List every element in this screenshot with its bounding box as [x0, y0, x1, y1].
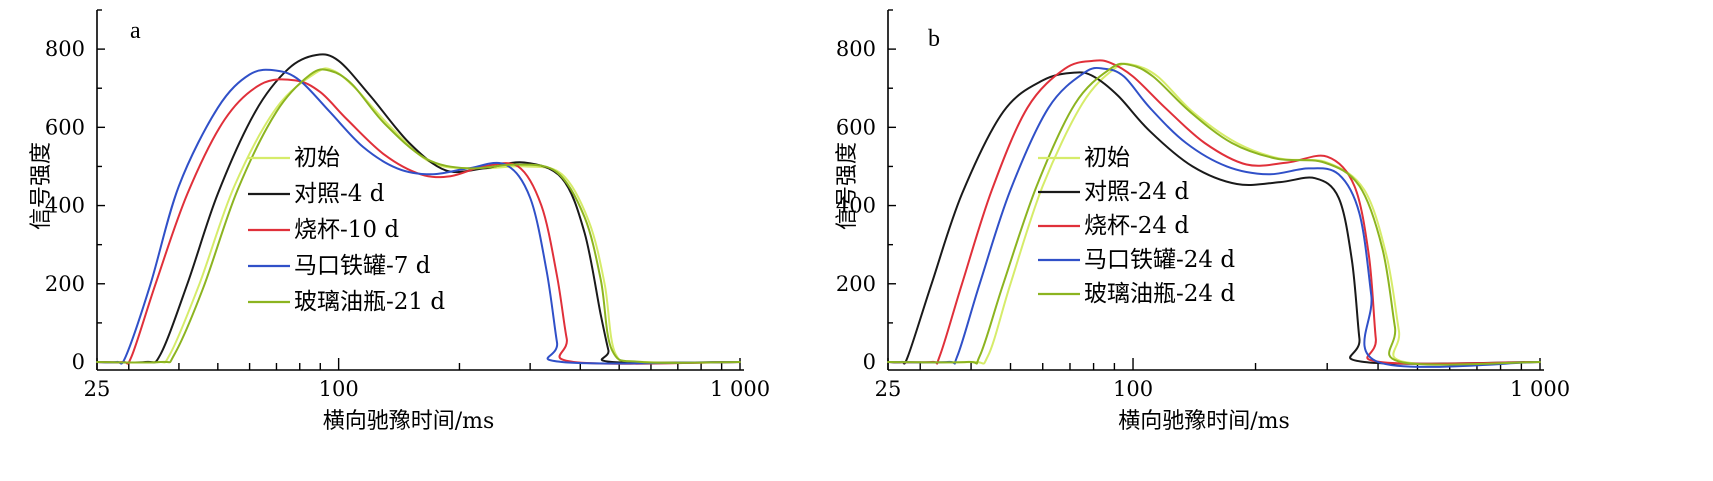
series-line: [96, 68, 741, 364]
y-tick-label: 0: [72, 350, 85, 374]
y-tick-label: 200: [836, 272, 876, 296]
y-tick-label: 800: [836, 37, 876, 61]
chart-a-svg: 0 200 400 600 800 25 100 1 000 横向驰豫时间/ms 信号强度 a 初始对…: [29, 9, 770, 434]
chart-b-svg: 0 200 400 600 800 25 100 1 000 横向驰豫时间/ms 信号强度 b 初始对…: [835, 9, 1570, 434]
series-line: [96, 78, 741, 365]
x-axis-label: 横向驰豫时间/ms: [323, 409, 495, 434]
legend-entry: 马口铁罐-24 d: [1084, 247, 1235, 273]
y-tick-label: 0: [863, 350, 876, 374]
x-tick-label: 100: [1113, 377, 1153, 401]
y-tick-label: 400: [836, 194, 876, 218]
x-axis-label: 横向驰豫时间/ms: [1118, 409, 1290, 434]
y-axis-label: 信号强度: [835, 142, 860, 230]
series-line: [887, 59, 1541, 365]
legend-entry: 玻璃油瓶-21 d: [294, 289, 445, 315]
series-line: [96, 68, 741, 365]
y-tick-label: 400: [45, 194, 85, 218]
series-line: [96, 67, 741, 364]
series-line: [887, 62, 1541, 366]
x-tick-label: 100: [319, 377, 359, 401]
chart-panel-a: 0 200 400 600 800 25 100 1 000 横向驰豫时间/ms 信号强度 a 初始对…: [0, 0, 856, 481]
legend-entry: 对照-24 d: [1084, 179, 1189, 205]
x-tick-label: 25: [84, 377, 111, 401]
series-line: [887, 71, 1541, 365]
y-tick-label: 600: [836, 115, 876, 139]
x-tick-label: 25: [875, 377, 902, 401]
legend-entry: 对照-4 d: [294, 181, 385, 207]
legend-entry: 初始: [294, 145, 340, 171]
panel-label: b: [928, 26, 940, 52]
series-line: [887, 66, 1541, 368]
legend-entry: 烧杯-24 d: [1084, 213, 1189, 239]
y-axis-label: 信号强度: [29, 142, 54, 230]
y-tick-label: 200: [45, 272, 85, 296]
y-tick-label: 600: [45, 115, 85, 139]
y-tick-label: 800: [45, 37, 85, 61]
legend-entry: 玻璃油瓶-24 d: [1084, 281, 1235, 307]
legend-entry: 初始: [1084, 145, 1130, 171]
legend-entry: 烧杯-10 d: [294, 217, 399, 243]
x-tick-label: 1 000: [1510, 377, 1570, 401]
panel-label: a: [130, 18, 141, 44]
chart-panel-b: 0 200 400 600 800 25 100 1 000 横向驰豫时间/ms 信号强度 b 初始对…: [830, 0, 1686, 481]
series-line: [96, 53, 741, 364]
legend-entry: 马口铁罐-7 d: [294, 253, 431, 279]
x-tick-label: 1 000: [710, 377, 770, 401]
series-line: [887, 62, 1541, 366]
